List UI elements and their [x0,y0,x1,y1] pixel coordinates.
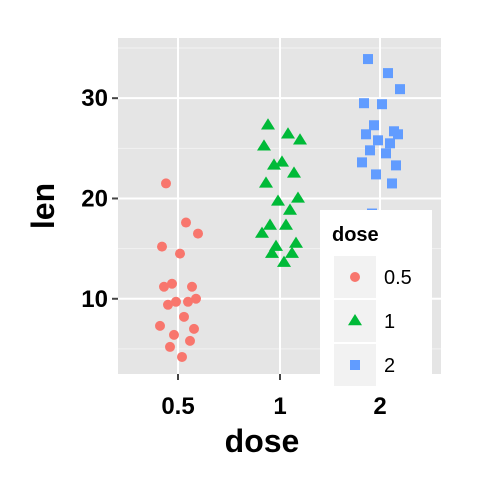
data-point [391,160,401,171]
data-point [287,166,301,178]
data-point [283,203,297,215]
data-point [277,255,291,267]
legend-marker [350,272,360,282]
data-point [289,236,303,248]
legend-marker [350,360,360,370]
data-point [385,138,395,149]
grid-lines [118,38,441,374]
data-point [381,148,391,159]
data-point [183,296,193,307]
data-point [163,299,173,310]
data-point [361,129,371,140]
data-point [395,84,405,95]
data-point [293,133,307,145]
data-point [387,178,397,189]
data-point [175,248,185,259]
data-point [285,246,299,258]
data-point [371,169,381,180]
data-point [171,296,181,307]
legend-title: dose [332,224,379,246]
data-point [261,118,275,130]
x-tick-label: 1 [273,393,286,420]
legend-label: 1 [384,311,395,333]
data-point [363,54,373,65]
data-point [275,155,289,167]
data-point [357,157,367,168]
data-point [259,176,273,188]
data-point [267,158,281,170]
data-point [161,178,171,189]
data-point [177,351,187,362]
data-point [189,323,199,334]
legend-label: 0.5 [384,267,412,289]
data-point [157,241,167,252]
data-point [181,217,191,228]
x-tick-label: 2 [373,393,386,420]
data-point [377,99,387,110]
data-point [257,139,271,151]
data-point [179,311,189,322]
data-point [383,68,393,79]
data-point [187,281,197,292]
data-point [291,191,305,203]
y-tick-label: 30 [81,85,108,112]
data-point [271,194,285,206]
data-point [167,278,177,289]
data-point [365,145,375,156]
y-tick-label: 10 [81,286,108,313]
data-point [281,127,295,139]
data-point [159,281,169,292]
data-point [265,246,279,258]
data-point [369,120,379,131]
x-tick-label: 0.5 [161,393,194,420]
x-axis-title: dose [225,423,300,459]
data-point [191,293,201,304]
axis-ticks: 10 20 30 0.5 1 2 [81,85,386,420]
data-point [185,335,195,346]
data-point [255,226,269,238]
data-point [373,135,383,146]
legend-marker [348,314,362,326]
data-point [359,98,369,109]
legend-label: 2 [384,355,395,377]
data-point [263,218,277,230]
y-tick-label: 20 [81,185,108,212]
data-point [165,341,175,352]
data-point [393,129,403,140]
data-point [169,329,179,340]
data-point [279,218,293,230]
data-point [193,228,203,239]
y-axis-title: len [25,183,61,229]
data-point [155,320,165,331]
